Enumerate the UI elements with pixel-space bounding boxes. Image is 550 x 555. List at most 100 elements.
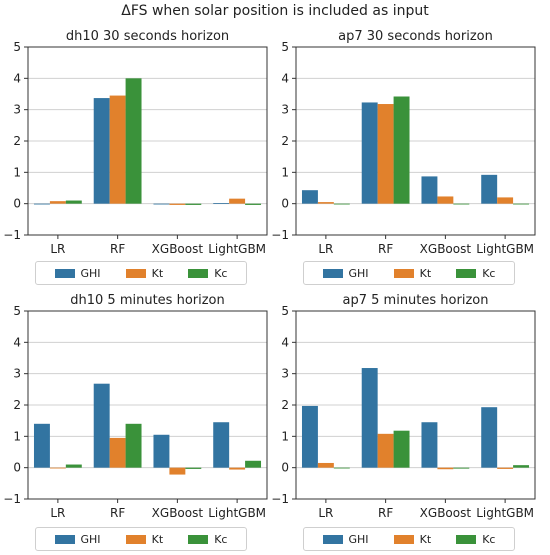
bar-kc-lr [333, 203, 350, 205]
y-tick-label: 1 [281, 165, 289, 179]
y-tick-label: 2 [13, 398, 21, 412]
bar-kc-lightgbm [513, 203, 530, 205]
bar-ghi-rf [93, 383, 110, 468]
legend-label-ghi: GHI [348, 266, 369, 280]
bar-ghi-xgboost [153, 203, 170, 205]
bar-kt-xgboost [437, 196, 454, 204]
x-tick-label: XGBoost [420, 506, 472, 520]
bar-ghi-rf [361, 368, 378, 468]
bar-ghi-xgboost [421, 422, 438, 468]
bar-kt-xgboost [169, 203, 186, 205]
bar-ghi-rf [93, 98, 110, 204]
y-tick-label: 4 [13, 335, 21, 349]
legend-swatch-kt [393, 534, 414, 544]
y-tick-label: 5 [281, 40, 289, 54]
x-tick-label: LR [318, 242, 333, 256]
y-tick-label: 1 [13, 165, 21, 179]
bar-kc-rf [393, 430, 410, 468]
chart-panel-2: ap7 30 seconds horizon −1 0 1 2 3 4 5 LR RF XGBoos… [271, 29, 536, 256]
legend-item-kc: Kc [456, 267, 495, 280]
legend-label-kc: Kc [214, 266, 228, 280]
legend-label-kc: Kc [482, 532, 496, 546]
y-tick-label: 2 [281, 398, 289, 412]
legend-item-kc: Kc [188, 533, 227, 546]
legend-panel-1: GHI Kt Kc [35, 261, 247, 285]
legend-swatch-ghi [322, 268, 343, 278]
bar-kc-rf [125, 78, 142, 204]
legend-item-kt: Kt [125, 266, 164, 280]
y-tick-label: 3 [13, 103, 21, 117]
legend-swatch-ghi [54, 534, 75, 544]
bar-kc-rf [125, 423, 142, 468]
legend-label-kt: Kt [151, 266, 164, 280]
y-tick-label: −1 [3, 228, 21, 242]
bar-ghi-rf [361, 102, 378, 204]
bar-kt-lr [49, 467, 66, 469]
y-tick-label: 4 [13, 71, 21, 85]
legend-item-kt: Kt [393, 533, 431, 546]
bar-ghi-lightgbm [213, 422, 230, 468]
x-tick-label: LightGBM [208, 506, 266, 520]
axes-frame [27, 310, 268, 500]
bar-ghi-lr [301, 190, 318, 204]
bar-kc-lightgbm [513, 465, 530, 468]
x-tick-label: LR [50, 242, 65, 256]
x-tick-label: LightGBM [208, 242, 266, 256]
x-tick-label: LightGBM [476, 242, 534, 256]
y-tick-label: 0 [281, 461, 289, 475]
bar-kc-xgboost [453, 467, 470, 469]
legend-swatch-kc [456, 268, 477, 278]
y-tick-label: 1 [13, 429, 21, 443]
panel-title: ap7 30 seconds horizon [338, 29, 493, 44]
legend-swatch-kt [393, 268, 414, 278]
x-tick-label: XGBoost [152, 242, 204, 256]
bar-kt-lightgbm [497, 197, 514, 204]
legend-item-ghi: GHI [54, 267, 101, 280]
x-tick-label: LR [318, 506, 333, 520]
bar-kc-xgboost [185, 203, 202, 205]
bar-ghi-lightgbm [481, 174, 498, 204]
legend-item-ghi: GHI [322, 266, 369, 280]
y-tick-label: 1 [281, 429, 289, 443]
legend-label-kt: Kt [419, 266, 432, 280]
bar-kt-rf [377, 433, 394, 468]
y-tick-label: −1 [271, 228, 289, 242]
legend-swatch-kc [188, 268, 209, 278]
y-tick-label: 2 [281, 134, 289, 148]
x-tick-label: RF [110, 242, 125, 256]
legend-swatch-kc [188, 534, 209, 544]
bar-kt-rf [109, 437, 126, 468]
y-tick-label: 5 [13, 304, 21, 318]
x-tick-label: XGBoost [152, 506, 204, 520]
x-tick-label: RF [378, 506, 393, 520]
bar-kc-lr [65, 464, 82, 468]
bar-kc-lightgbm [245, 203, 262, 205]
panel-title: dh10 30 seconds horizon [66, 29, 229, 44]
bar-kc-rf [393, 96, 410, 204]
y-tick-label: 2 [13, 134, 21, 148]
legend-label-ghi: GHI [80, 532, 101, 546]
legend-swatch-ghi [322, 534, 343, 544]
legend-swatch-kc [456, 534, 477, 544]
bar-kt-rf [109, 95, 126, 204]
x-tick-label: RF [378, 242, 393, 256]
bar-kt-lr [317, 462, 334, 468]
bar-ghi-lr [33, 423, 50, 468]
legend-label-kc: Kc [482, 266, 496, 280]
bar-kt-lr [49, 201, 66, 204]
legend-panel-2: GHI Kt Kc [303, 261, 515, 285]
bar-ghi-xgboost [153, 434, 170, 468]
bar-ghi-xgboost [421, 176, 438, 204]
bar-kc-lightgbm [245, 460, 262, 468]
legend-item-kt: Kt [393, 266, 432, 280]
x-tick-label: LR [50, 506, 65, 520]
panel-title: dh10 5 minutes horizon [70, 293, 225, 308]
bar-kc-xgboost [453, 203, 470, 205]
legend-panel-3: GHI Kt Kc [35, 527, 247, 551]
legend-swatch-kt [125, 534, 146, 544]
legend-panel-4: GHI Kt Kc [303, 527, 515, 551]
y-tick-label: 0 [281, 197, 289, 211]
legend-label-kc: Kc [214, 532, 228, 546]
bar-kc-lr [65, 200, 82, 204]
